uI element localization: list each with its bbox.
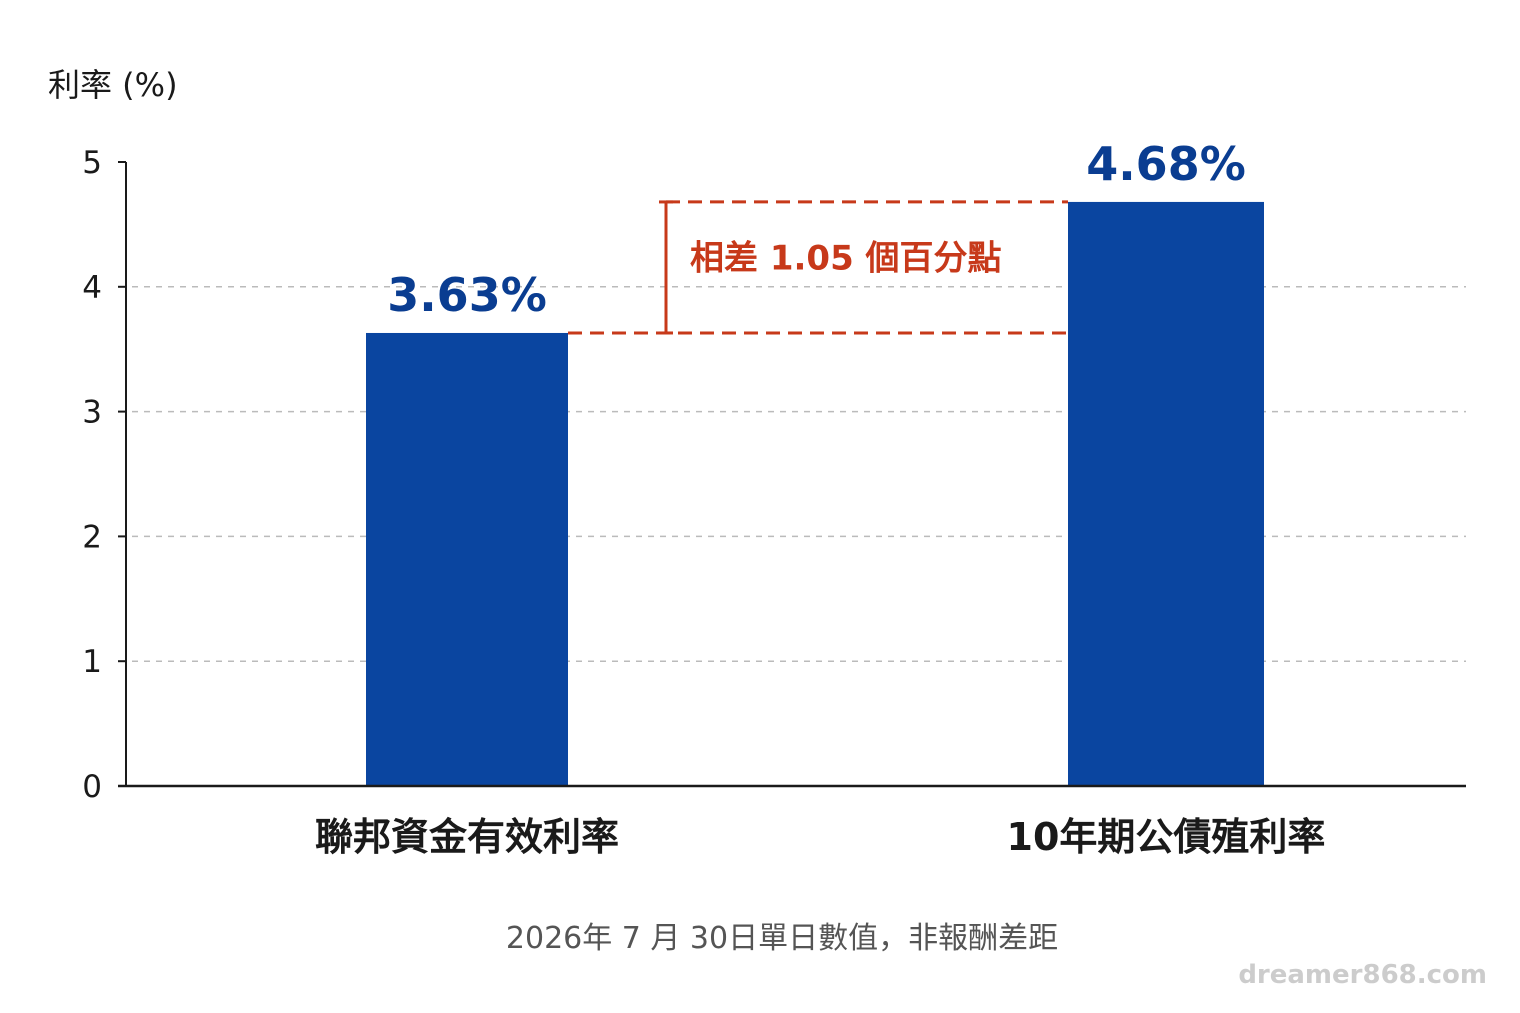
difference-annotation: 相差 1.05 個百分點 <box>568 200 1068 335</box>
bar-1 <box>1068 201 1264 786</box>
y-tick-label-5: 5 <box>82 145 102 181</box>
y-tick-label-0: 0 <box>82 769 102 805</box>
y-ticks: 0 1 2 3 4 5 <box>82 145 126 805</box>
bar-0 <box>366 332 568 786</box>
y-tick-label-3: 3 <box>82 395 102 431</box>
axes <box>118 162 1466 788</box>
y-axis-title: 利率 (%) <box>48 66 178 104</box>
category-label-0: 聯邦資金有效利率 <box>315 815 619 859</box>
category-label-1: 10年期公債殖利率 <box>1007 815 1326 859</box>
y-tick-label-2: 2 <box>82 519 102 555</box>
labels: 3.63% 聯邦資金有效利率 4.68% 10年期公債殖利率 <box>315 137 1325 859</box>
value-label-0: 3.63% <box>387 268 547 322</box>
bars <box>366 201 1264 786</box>
y-tick-label-1: 1 <box>82 644 102 680</box>
watermark: dreamer868.com <box>1238 960 1487 990</box>
value-label-1: 4.68% <box>1086 137 1246 191</box>
grid-lines <box>132 286 1466 662</box>
y-tick-label-4: 4 <box>82 270 102 306</box>
footnote: 2026年 7 月 30日單日數值，非報酬差距 <box>506 921 1058 956</box>
annotation-label: 相差 1.05 個百分點 <box>690 238 1002 278</box>
